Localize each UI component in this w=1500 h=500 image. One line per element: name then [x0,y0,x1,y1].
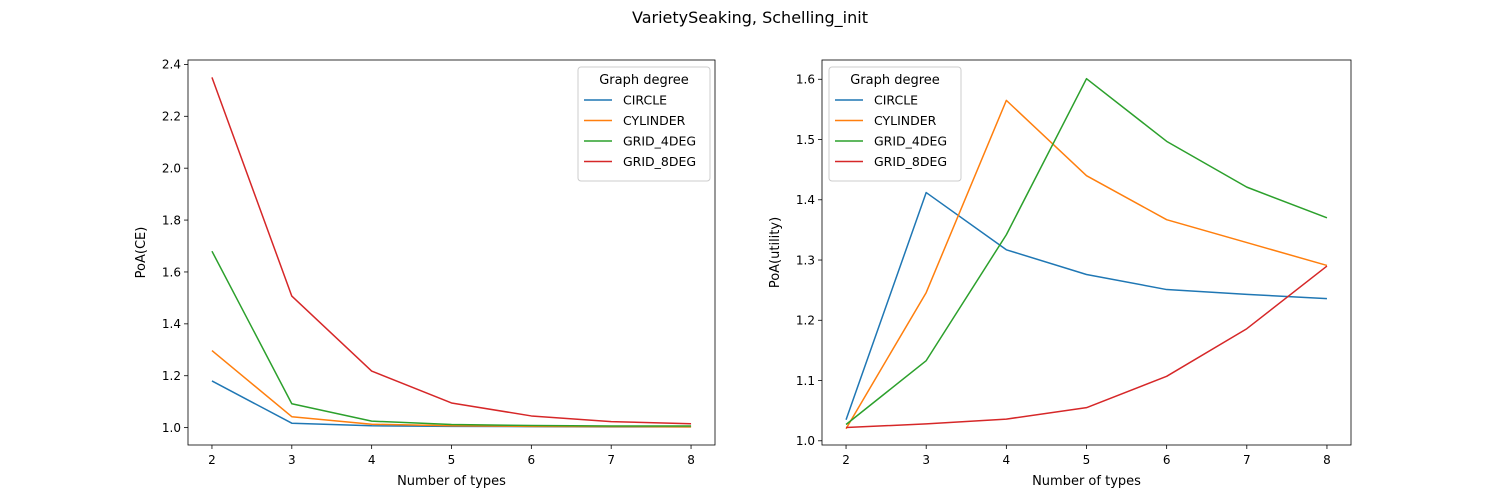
legend-title: Graph degree [599,73,689,88]
series-line-cylinder [845,99,1328,430]
x-tick-label: 5 [1083,453,1091,467]
legend-label-cylinder: CYLINDER [623,113,686,128]
legend-label-grid_4deg: GRID_4DEG [874,134,947,149]
x-tick-label: 2 [842,453,850,467]
series-line-circle [845,191,1327,420]
y-axis-label: PoA(utility) [768,217,783,288]
x-tick-label: 2 [208,453,216,467]
x-tick-label: 4 [368,453,376,467]
y-tick-label: 2.0 [162,161,181,175]
y-tick-label: 1.4 [796,193,815,207]
y-tick-label: 1.8 [162,213,181,227]
x-tick-label: 8 [687,453,695,467]
x-tick-label: 7 [607,453,615,467]
x-axis-label: Number of types [1032,474,1141,489]
y-tick-label: 2.4 [162,58,181,72]
legend: Graph degree CIRCLE CYLINDER GRID_4DEG GRID_… [828,66,962,182]
x-tick-label: 6 [528,453,536,467]
series-line-grid_4deg [845,77,1328,426]
left-chart: 2 3 4 5 6 7 8 1.0 1.2 1.4 1.6 1.8 2.0 2.2 2.4 Number of… [134,58,716,489]
y-tick-label: 1.3 [796,253,815,267]
figure-title: VarietySeaking, Schelling_init [632,8,868,28]
x-tick-label: 3 [922,453,930,467]
x-axis-label: Number of types [397,474,506,489]
legend-label-circle: CIRCLE [874,93,918,108]
legend: Graph degree CIRCLE CYLINDER GRID_4DEG GRID_… [577,66,711,182]
legend-title: Graph degree [850,73,940,88]
legend-box [577,66,711,182]
y-tick-label: 1.1 [796,374,815,388]
y-tick-label: 1.6 [796,73,815,87]
y-tick-label: 1.4 [162,317,181,331]
legend-label-grid_4deg: GRID_4DEG [623,134,696,149]
y-tick-label: 1.6 [162,265,181,279]
x-tick-label: 6 [1163,453,1171,467]
series-line-grid_8deg [846,265,1328,429]
y-tick-label: 1.2 [162,369,181,383]
x-tick-label: 3 [288,453,296,467]
right-chart: 2 3 4 5 6 7 8 1.0 1.1 1.2 1.3 1.4 1.5 1.6 Number of ty… [768,59,1352,489]
legend-label-circle: CIRCLE [623,93,667,108]
series-line-grid_4deg [211,250,692,427]
x-tick-label: 5 [448,453,456,467]
y-axis-label: PoA(CE) [134,227,149,279]
y-tick-label: 2.2 [162,110,181,124]
y-tick-label: 1.0 [162,421,181,435]
y-tick-label: 1.0 [796,434,815,448]
series-line-grid_8deg [211,77,692,425]
x-tick-label: 7 [1243,453,1251,467]
legend-label-grid_8deg: GRID_8DEG [874,154,947,169]
legend-label-grid_8deg: GRID_8DEG [623,154,696,169]
y-tick-label: 1.2 [796,314,815,328]
x-tick-label: 8 [1323,453,1331,467]
y-tick-label: 1.5 [796,133,815,147]
legend-label-cylinder: CYLINDER [874,113,937,128]
x-tick-label: 4 [1003,453,1011,467]
legend-box [828,66,962,182]
